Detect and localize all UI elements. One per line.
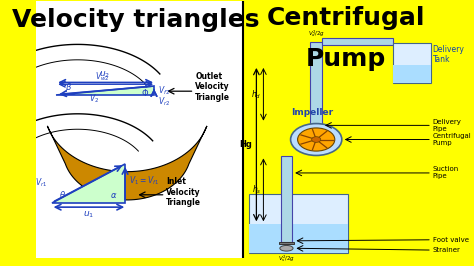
Text: $\theta$: $\theta$ <box>59 189 66 200</box>
Bar <box>322 38 393 45</box>
Bar <box>281 156 292 242</box>
Bar <box>393 43 431 83</box>
Text: Delivery
Tank: Delivery Tank <box>433 45 465 64</box>
Polygon shape <box>47 126 207 200</box>
Text: Inlet
Velocity
Triangle: Inlet Velocity Triangle <box>166 177 201 207</box>
Bar <box>249 193 348 253</box>
Circle shape <box>298 128 335 151</box>
Text: Hg: Hg <box>239 140 252 149</box>
Text: $u_1$: $u_1$ <box>83 209 94 220</box>
Text: $V_{r1}$: $V_{r1}$ <box>35 177 47 189</box>
Bar <box>393 65 431 83</box>
Text: Foot valve: Foot valve <box>433 237 469 243</box>
Text: $V_{f2}$: $V_{f2}$ <box>158 84 170 97</box>
Circle shape <box>311 137 321 142</box>
Text: $V_{r2}$: $V_{r2}$ <box>158 96 171 108</box>
Text: Centrifugal: Centrifugal <box>267 6 425 30</box>
Text: $V_d^2/2g$: $V_d^2/2g$ <box>308 28 325 39</box>
Text: $V_2$: $V_2$ <box>89 92 99 105</box>
Text: $V_{w2}$: $V_{w2}$ <box>95 70 109 83</box>
Ellipse shape <box>280 246 293 251</box>
Polygon shape <box>56 86 154 94</box>
Text: Impeller: Impeller <box>291 108 333 117</box>
Text: $\beta$: $\beta$ <box>65 81 73 94</box>
Bar <box>310 42 322 124</box>
Text: $\Phi$: $\Phi$ <box>141 87 149 98</box>
Text: Pump: Pump <box>306 47 386 71</box>
Text: $h_s$: $h_s$ <box>252 184 261 196</box>
Text: Strainer: Strainer <box>433 247 461 253</box>
Bar <box>36 1 243 258</box>
Text: $V_1 = V_{f1}$: $V_1 = V_{f1}$ <box>129 174 159 187</box>
Polygon shape <box>52 164 125 202</box>
Text: Centrifugal
Pump: Centrifugal Pump <box>433 133 472 146</box>
Circle shape <box>291 124 342 155</box>
Text: $h_d$: $h_d$ <box>251 88 261 101</box>
Text: $\alpha$: $\alpha$ <box>110 191 118 200</box>
Text: $u_2$: $u_2$ <box>100 70 110 80</box>
Text: Delivery
Pipe: Delivery Pipe <box>433 119 462 132</box>
Text: $V_s^2/2g$: $V_s^2/2g$ <box>278 254 295 264</box>
Text: Velocity triangles: Velocity triangles <box>12 9 259 32</box>
Text: Outlet
Velocity
Triangle: Outlet Velocity Triangle <box>195 72 230 102</box>
Bar <box>249 224 348 253</box>
Bar <box>279 242 294 244</box>
Text: Suction
Pipe: Suction Pipe <box>433 167 459 180</box>
